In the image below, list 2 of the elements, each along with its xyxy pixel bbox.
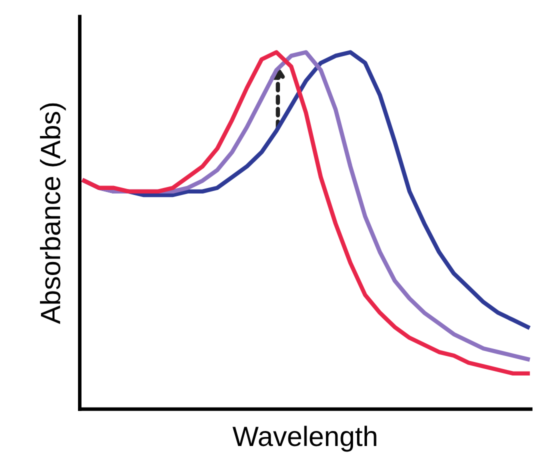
x-axis-title: Wavelength — [232, 426, 376, 452]
y-axis-title: Absorbance (Abs) — [40, 103, 66, 324]
